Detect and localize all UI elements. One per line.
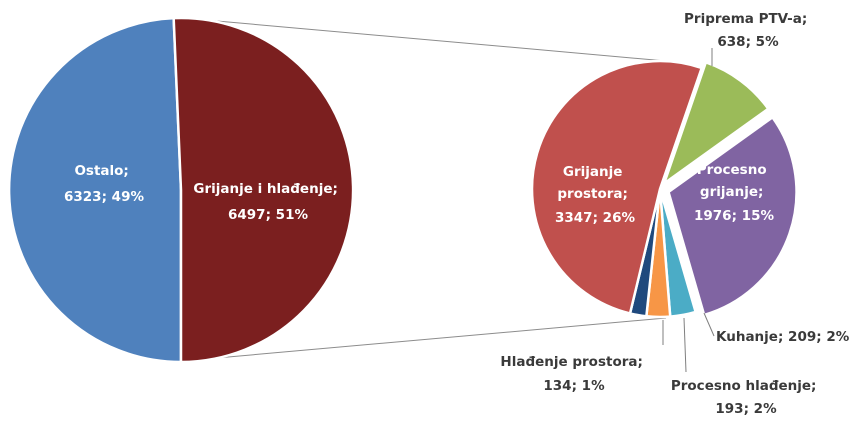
slice-priprema-ptv-a — [662, 61, 770, 185]
leader-line-procesno-hladenje — [683, 317, 687, 373]
label-grijanje-i-hladenje: Grijanje i hlađenje; 6497; 51% — [193, 181, 342, 223]
label-priprema-ptv: Priprema PTV-a; 638; 5% — [684, 11, 812, 50]
label-kuhanje: Kuhanje; 209; 2% — [716, 329, 850, 345]
slice-procesno-grijanje — [667, 116, 798, 317]
label-procesno-grijanje: Procesno grijanje; 1976; 15% — [694, 162, 774, 224]
sub-pie — [530, 59, 798, 319]
label-grijanje-prostora: Grijanje prostora; 3347; 26% — [555, 164, 635, 226]
slice-grijanje-prostora — [530, 59, 703, 315]
connector-lines — [182, 17, 667, 362]
connector-line-top — [182, 17, 667, 62]
label-ostalo: Ostalo; 6323; 49% — [64, 163, 144, 205]
main-pie — [7, 16, 355, 364]
slice-ostalo — [7, 16, 183, 364]
label-procesno-hladenje: Procesno hlađenje; 193; 2% — [671, 378, 821, 417]
leader-line-kuhanje — [703, 312, 715, 337]
slice-grijanje-i-hladenje — [172, 16, 355, 364]
connector-line-bottom — [182, 317, 667, 362]
label-hladenje-prostora: Hlađenje prostora; 134; 1% — [500, 354, 647, 394]
